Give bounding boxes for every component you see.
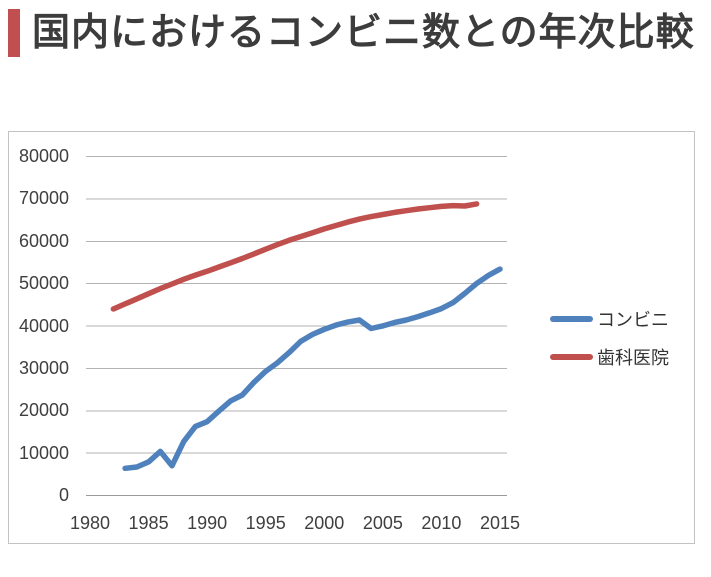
x-tick-label: 2000: [304, 513, 345, 533]
legend-label-conbini: コンビニ: [597, 310, 669, 330]
y-tick-label: 40000: [18, 315, 69, 336]
line-chart: [86, 156, 507, 496]
legend-item-conbini: コンビニ: [550, 309, 669, 330]
legend-label-dental: 歯科医院: [597, 348, 669, 368]
series-line-dental: [110, 201, 480, 312]
y-tick-label: 30000: [18, 357, 69, 378]
y-tick-label: 10000: [18, 442, 69, 463]
x-tick-label: 1995: [245, 513, 286, 533]
x-tick-label: 2010: [421, 513, 462, 533]
series-line-conbini: [122, 266, 503, 472]
chart-panel: 0 10000 20000 30000 40000 50000 60000 70000 8000…: [8, 131, 695, 544]
y-tick-label: 80000: [18, 146, 69, 166]
x-tick-label: 1990: [187, 513, 228, 533]
y-tick-label: 20000: [18, 400, 69, 421]
y-tick-label: 70000: [18, 188, 69, 209]
x-tick-label: 1980: [69, 513, 111, 533]
page-title: 国内におけるコンビニ数との年次比較: [32, 12, 695, 54]
legend-item-dental: 歯科医院: [550, 347, 669, 368]
x-tick-label: 2005: [362, 513, 403, 533]
legend-line-sample-dental: [550, 354, 593, 360]
x-tick-label: 2015: [479, 513, 521, 533]
x-tick-label: 1985: [128, 513, 169, 533]
y-tick-label: 60000: [18, 230, 69, 251]
y-tick-label: 50000: [18, 273, 69, 294]
title-accent-bar: [8, 9, 20, 57]
legend-line-sample-conbini: [550, 316, 593, 322]
y-tick-label: 0: [58, 485, 69, 505]
